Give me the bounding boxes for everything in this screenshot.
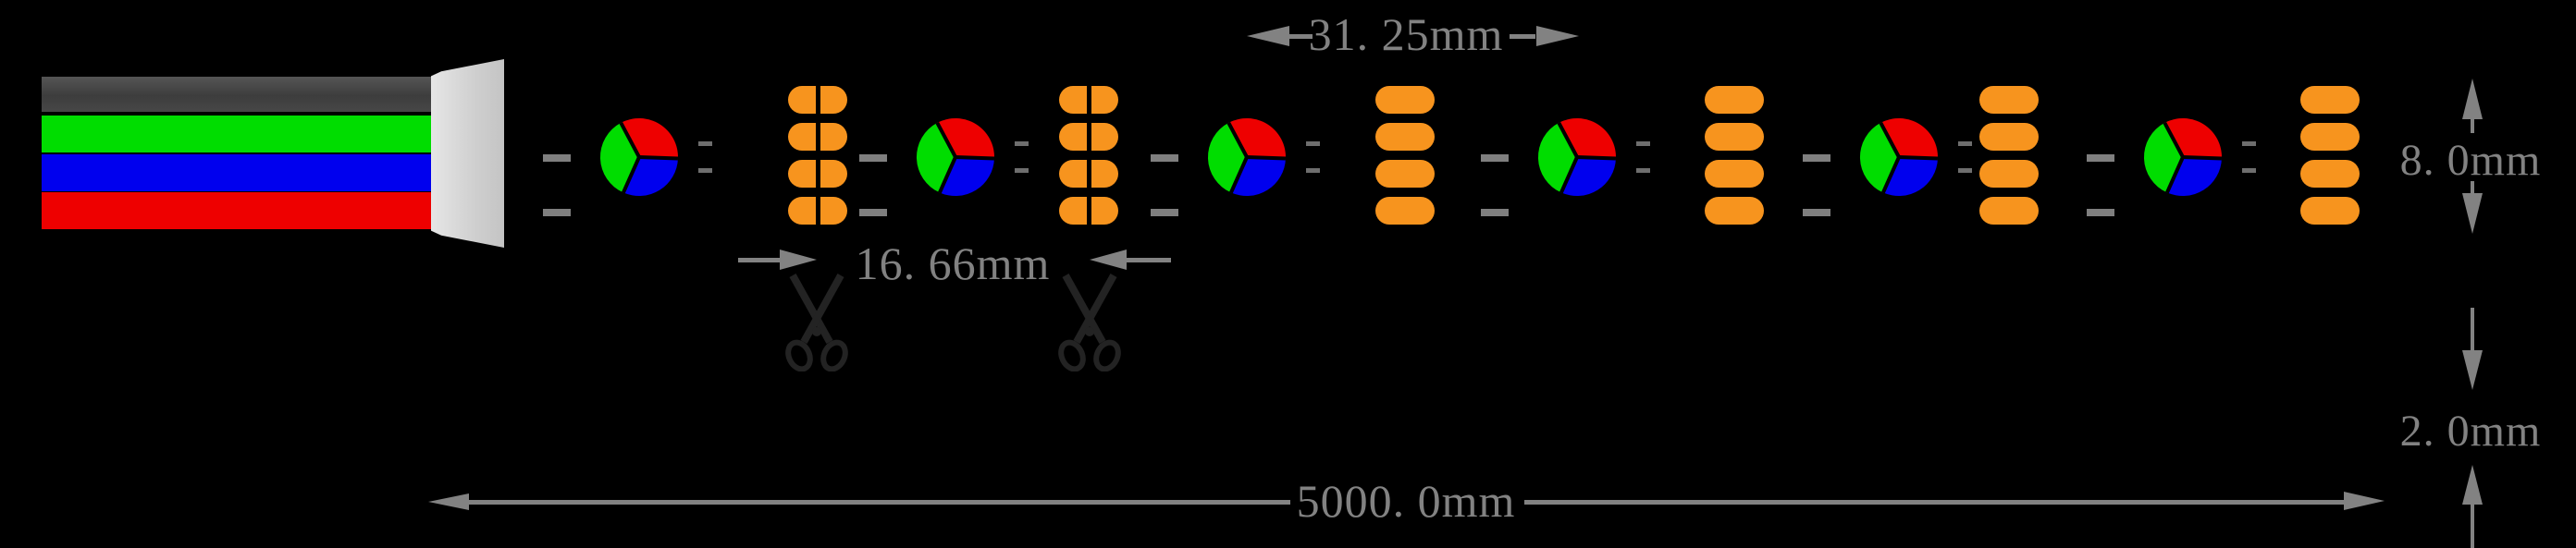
solder-dash [859, 209, 887, 216]
dim-line [738, 258, 781, 262]
solder-dash [1306, 168, 1320, 173]
solder-dash [1958, 141, 1972, 146]
arrow-left-icon [428, 493, 469, 510]
solder-pad [1705, 160, 1764, 188]
solder-dash [1151, 154, 1178, 162]
rgb-pie-icon [599, 117, 679, 197]
arrow-right-icon [780, 250, 817, 270]
rgb-pie-icon [2143, 117, 2223, 197]
rgb-led-smd [598, 116, 681, 199]
dim-line [2471, 118, 2474, 133]
solder-dash [1015, 168, 1029, 173]
dim-line [1510, 34, 1535, 39]
dim-line [1127, 258, 1171, 262]
strip-thickness-label: 2. 0mm [2399, 407, 2542, 456]
arrow-left-icon [1247, 26, 1289, 46]
arrow-right-icon [2344, 492, 2385, 510]
wire-green [42, 116, 431, 152]
solder-pad-group [1375, 86, 1435, 225]
solder-dash [2087, 209, 2114, 216]
solder-pad [2300, 197, 2360, 225]
wire-red [42, 192, 431, 229]
arrow-left-icon [1090, 250, 1127, 270]
rgb-led-smd [1535, 116, 1619, 199]
solder-pad [1705, 86, 1764, 114]
dim-line [468, 500, 1290, 505]
solder-pad [1979, 123, 2039, 151]
arrow-down-icon [2462, 350, 2483, 390]
arrow-right-icon [1536, 26, 1579, 46]
solder-pad [1375, 123, 1435, 151]
rgb-led-smd [1205, 116, 1288, 199]
solder-pad [1375, 197, 1435, 225]
scissors-icon [782, 274, 852, 372]
solder-dash [1481, 209, 1509, 216]
rgb-pie-icon [916, 117, 995, 197]
solder-pad-group-cuttable [1059, 86, 1118, 225]
rgb-led-smd [1857, 116, 1941, 199]
solder-dash [2087, 154, 2114, 162]
solder-dash [1803, 154, 1830, 162]
solder-dash [1481, 154, 1509, 162]
solder-dash [1306, 141, 1320, 146]
solder-dash [1803, 209, 1830, 216]
solder-dash [543, 209, 571, 216]
solder-dash [859, 154, 887, 162]
total-length-label: 5000. 0mm [1296, 475, 1516, 527]
cut-line [1087, 86, 1091, 225]
solder-dash [1636, 141, 1650, 146]
solder-dash [698, 168, 712, 173]
solder-dash [698, 141, 712, 146]
solder-pad-group [1979, 86, 2039, 225]
solder-dash [1015, 141, 1029, 146]
scissors-icon [1054, 274, 1125, 372]
led-pitch-label: 31. 25mm [1308, 8, 1504, 60]
solder-pad [1979, 86, 2039, 114]
cut-line [816, 86, 820, 225]
solder-pad-group [2300, 86, 2360, 225]
rgb-pie-icon [1859, 117, 1939, 197]
solder-dash [1958, 168, 1972, 173]
solder-dash [2242, 141, 2256, 146]
strip-width-label: 8. 0mm [2399, 136, 2542, 185]
solder-dash [1151, 209, 1178, 216]
solder-pad [1375, 86, 1435, 114]
rgb-led-smd [2141, 116, 2225, 199]
wire-black [42, 77, 431, 112]
dim-line [1524, 500, 2345, 505]
wire-blue [42, 154, 431, 191]
solder-pad [1705, 197, 1764, 225]
solder-pad [2300, 123, 2360, 151]
solder-pad-group-cuttable [788, 86, 847, 225]
solder-pad [1979, 160, 2039, 188]
arrow-up-icon [2462, 465, 2483, 505]
solder-pad [2300, 160, 2360, 188]
dim-line [1288, 34, 1313, 39]
dim-line [2471, 181, 2474, 195]
arrow-down-icon [2462, 193, 2483, 234]
rgb-pie-icon [1207, 117, 1287, 197]
solder-pad [1375, 160, 1435, 188]
solder-pad [2300, 86, 2360, 114]
dim-line [2471, 504, 2474, 548]
solder-pad [1979, 197, 2039, 225]
solder-dash [543, 154, 571, 162]
dim-line [2471, 308, 2474, 352]
solder-dash [2242, 168, 2256, 173]
solder-dash [1636, 168, 1650, 173]
solder-pad-group [1705, 86, 1764, 225]
cut-length-label: 16. 66mm [855, 237, 1051, 289]
rgb-led-smd [914, 116, 997, 199]
arrow-up-icon [2462, 79, 2483, 119]
solder-pad [1705, 123, 1764, 151]
rgb-pie-icon [1537, 117, 1617, 197]
strip-end-connector [431, 59, 504, 248]
